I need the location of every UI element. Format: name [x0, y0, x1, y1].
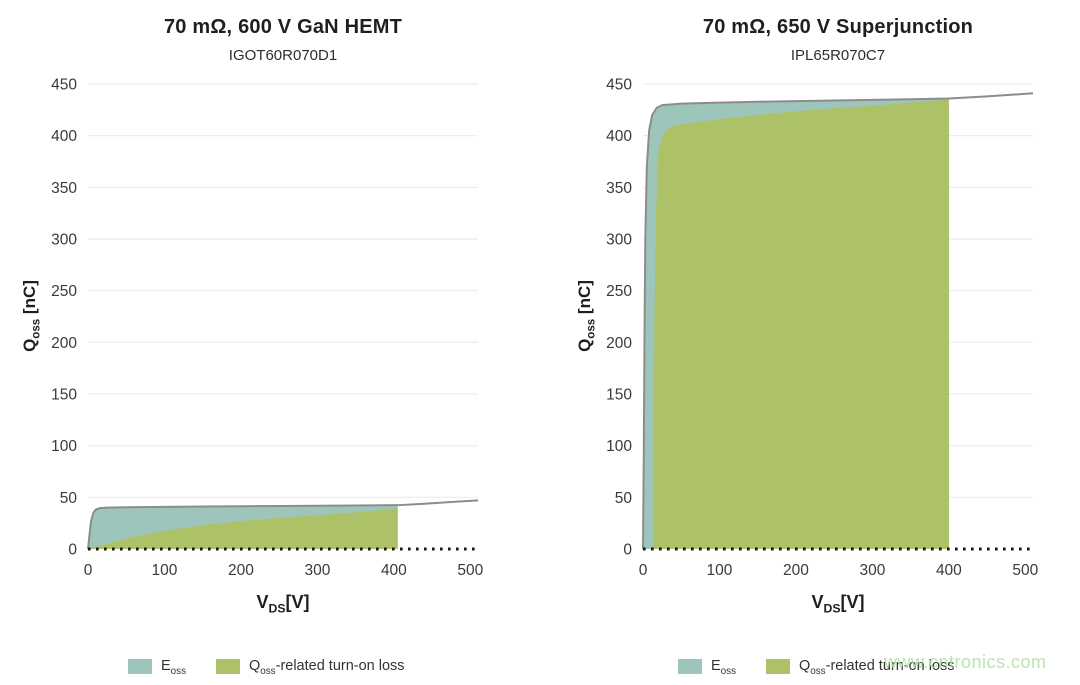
svg-text:250: 250	[51, 283, 77, 300]
svg-text:450: 450	[51, 77, 77, 94]
svg-text:100: 100	[606, 438, 632, 455]
svg-text:500: 500	[1012, 562, 1038, 579]
svg-text:200: 200	[228, 562, 254, 579]
eoss-swatch-icon	[678, 658, 702, 674]
svg-text:200: 200	[606, 335, 632, 352]
chart-subtitle: IGOT60R070D1	[228, 47, 338, 64]
chart-subtitle: IPL65R070C7	[790, 47, 886, 64]
legend-label: Qoss-related turn-on loss	[799, 658, 955, 677]
svg-text:50: 50	[60, 490, 78, 507]
x-axis-label: VDS[V]	[256, 592, 310, 616]
svg-text:400: 400	[51, 128, 77, 145]
svg-text:400: 400	[606, 128, 632, 145]
svg-text:0: 0	[623, 542, 632, 559]
svg-text:0: 0	[639, 562, 648, 579]
svg-text:450: 450	[606, 77, 632, 94]
y-axis-label: Qoss [nC]	[20, 280, 43, 352]
chart-title: 70 mΩ, 600 V GaN HEMT	[163, 16, 403, 38]
turn-on-loss-swatch-icon	[766, 658, 790, 674]
svg-text:200: 200	[51, 335, 77, 352]
eoss-swatch-icon	[128, 658, 152, 674]
watermark: www.cntronics.com	[884, 652, 1047, 672]
svg-text:250: 250	[606, 283, 632, 300]
legend-item-turn-on-loss: Qoss-related turn-on loss	[216, 658, 405, 677]
svg-text:400: 400	[381, 562, 407, 579]
chart-panel-gan-hemt: 70 mΩ, 600 V GaN HEMT IGOT60R070D1 Qoss …	[20, 16, 405, 676]
svg-text:200: 200	[783, 562, 809, 579]
legend-item-eoss: Eoss	[678, 658, 736, 677]
svg-text:300: 300	[51, 232, 77, 249]
chart-panel-superjunction: 70 mΩ, 650 V Superjunction IPL65R070C7 Q…	[540, 0, 1080, 685]
legend-label: Qoss-related turn-on loss	[249, 658, 405, 677]
svg-text:150: 150	[606, 387, 632, 404]
svg-text:300: 300	[304, 562, 330, 579]
turn-on-loss-swatch-icon	[216, 658, 240, 674]
svg-text:350: 350	[51, 180, 77, 197]
chart-title: 70 mΩ, 650 V Superjunction	[702, 16, 974, 38]
svg-text:150: 150	[51, 387, 77, 404]
svg-text:50: 50	[615, 490, 633, 507]
svg-text:300: 300	[859, 562, 885, 579]
svg-text:0: 0	[84, 562, 93, 579]
svg-text:100: 100	[51, 438, 77, 455]
legend: Eoss Qoss-related turn-on loss	[0, 654, 668, 678]
svg-text:350: 350	[606, 180, 632, 197]
legend-label: Eoss	[711, 658, 736, 677]
svg-text:300: 300	[606, 232, 632, 249]
x-axis-label: VDS[V]	[811, 592, 865, 616]
legend-label: Eoss	[161, 658, 186, 677]
svg-text:0: 0	[68, 542, 77, 559]
svg-text:500: 500	[457, 562, 483, 579]
svg-text:100: 100	[152, 562, 178, 579]
legend-item-eoss: Eoss	[128, 658, 186, 677]
y-axis-label: Qoss [nC]	[575, 280, 598, 352]
legend: Eoss Qoss-related turn-on loss	[540, 654, 1080, 678]
legend-item-turn-on-loss: Qoss-related turn-on loss	[766, 658, 955, 677]
svg-text:100: 100	[707, 562, 733, 579]
svg-text:400: 400	[936, 562, 962, 579]
